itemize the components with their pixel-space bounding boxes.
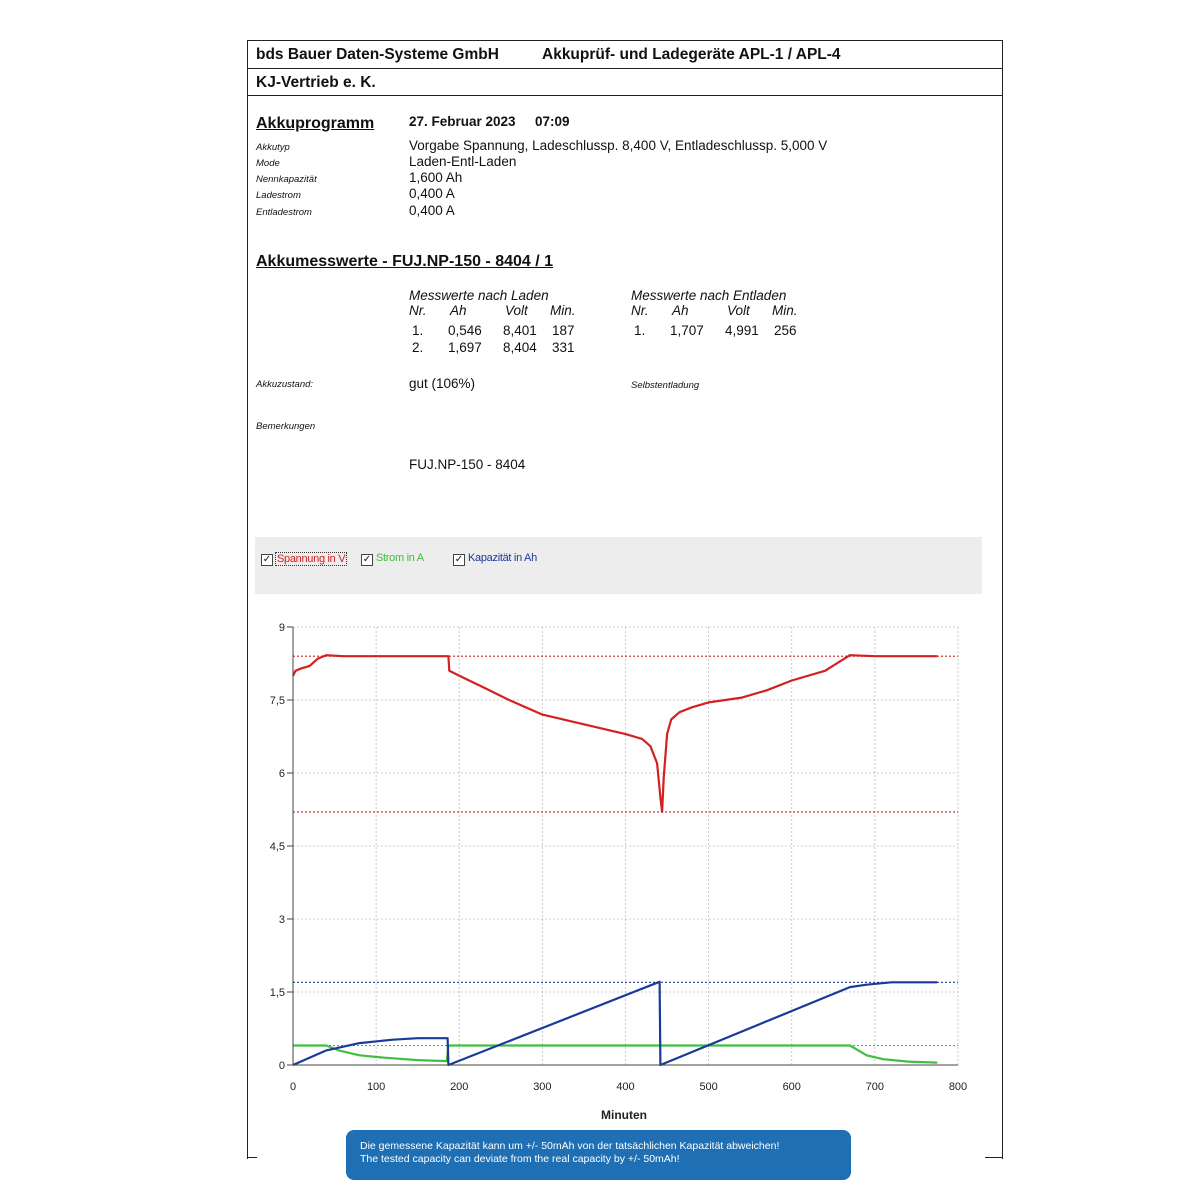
- x-tick-label: 300: [533, 1081, 551, 1093]
- x-axis-label: Minuten: [601, 1108, 647, 1122]
- y-tick-label: 6: [279, 768, 285, 780]
- charge-heading: Messwerte nach Laden: [409, 288, 549, 303]
- x-tick-label: 500: [699, 1081, 717, 1093]
- current-checkbox[interactable]: ✓: [361, 554, 373, 566]
- header-row-2: KJ-Vertrieb e. K.: [248, 69, 1002, 96]
- state-value: gut (106%): [409, 376, 476, 391]
- charge-col-ah: Ah: [450, 303, 467, 318]
- label-akkutyp: Akkutyp: [256, 142, 290, 153]
- voltage-checkbox[interactable]: ✓: [261, 554, 273, 566]
- report-frame: bds Bauer Daten-Systeme GmbH Akkuprüf- u…: [247, 40, 1003, 1159]
- label-ladestrom: Ladestrom: [256, 190, 301, 201]
- dealer-name: KJ-Vertrieb e. K.: [256, 74, 376, 91]
- y-tick-label: 1,5: [270, 987, 285, 999]
- charge-row-1-volt: 8,401: [503, 323, 537, 338]
- charge-row-2-volt: 8,404: [503, 340, 537, 355]
- x-tick-label: 200: [450, 1081, 468, 1093]
- discharge-col-min: Min.: [772, 303, 798, 318]
- series-line-spannung-in-v: [292, 654, 938, 813]
- y-tick-label: 3: [279, 914, 285, 926]
- voltage-legend-label[interactable]: Spannung in V: [275, 552, 348, 566]
- y-tick-label: 7,5: [270, 695, 285, 707]
- charge-row-1-min: 187: [552, 323, 575, 338]
- x-tick-label: 700: [866, 1081, 884, 1093]
- remarks-value: FUJ.NP-150 - 8404: [409, 457, 526, 472]
- self-discharge-label: Selbstentladung: [631, 380, 700, 391]
- x-tick-label: 800: [949, 1081, 967, 1093]
- x-tick-label: 400: [616, 1081, 634, 1093]
- charge-row-1-nr: 1.: [412, 323, 424, 338]
- chart-axes: 0 100 200 300 400 500 600 700 800 0 1,5 3 4,5 6 7,5 9: [270, 622, 967, 1093]
- discharge-row-1-ah: 1,707: [670, 323, 704, 338]
- state-label: Akkuzustand:: [256, 379, 314, 390]
- label-nennkapazitaet: Nennkapazität: [256, 174, 317, 185]
- capacity-checkbox[interactable]: ✓: [453, 554, 465, 566]
- remarks-label: Bemerkungen: [256, 421, 316, 432]
- program-date: 27. Februar 2023: [409, 114, 516, 129]
- battery-chart: 0 100 200 300 400 500 600 700 800 0 1,5 3 4,5 6 7,5 9 M…: [270, 622, 967, 1122]
- discharge-col-ah: Ah: [672, 303, 689, 318]
- program-title: Akkuprogramm: [256, 115, 375, 132]
- charge-col-nr: Nr.: [409, 303, 427, 318]
- charge-row-1-ah: 0,546: [448, 323, 482, 338]
- value-mode: Laden-Entl-Laden: [409, 154, 517, 169]
- current-legend-label[interactable]: Strom in A: [376, 552, 424, 564]
- value-entladestrom: 0,400 A: [409, 203, 455, 218]
- charge-col-min: Min.: [550, 303, 576, 318]
- frame-bottom-left: [247, 1157, 257, 1158]
- discharge-heading: Messwerte nach Entladen: [631, 288, 787, 303]
- discharge-col-volt: Volt: [727, 303, 750, 318]
- product-name: Akkuprüf- und Ladegeräte APL-1 / APL-4: [542, 46, 841, 63]
- header-row-1: bds Bauer Daten-Systeme GmbH Akkuprüf- u…: [248, 41, 1002, 69]
- company-name: bds Bauer Daten-Systeme GmbH: [256, 46, 499, 63]
- label-mode: Mode: [256, 158, 280, 169]
- capacity-legend-label[interactable]: Kapazität in Ah: [468, 552, 537, 564]
- x-tick-label: 600: [783, 1081, 801, 1093]
- chart-legend-bar: ✓ Spannung in V ✓ Strom in A ✓ Kapazität…: [255, 537, 982, 594]
- program-time: 07:09: [535, 114, 570, 129]
- series-line-strom-in-a: [293, 1044, 938, 1064]
- discharge-row-1-min: 256: [774, 323, 797, 338]
- discharge-col-nr: Nr.: [631, 303, 649, 318]
- value-nennkapazitaet: 1,600 Ah: [409, 170, 463, 185]
- x-tick-label: 0: [290, 1081, 296, 1093]
- y-tick-label: 0: [279, 1060, 285, 1072]
- y-tick-label: 4,5: [270, 841, 285, 853]
- chart-series: [292, 654, 938, 1067]
- charge-row-2-nr: 2.: [412, 340, 424, 355]
- label-entladestrom: Entladestrom: [256, 207, 312, 218]
- series-line-kapazität-in-ah: [292, 980, 938, 1067]
- chart-grid: [292, 626, 959, 1066]
- capacity-notice: Die gemessene Kapazität kann um +/- 50mA…: [346, 1130, 851, 1180]
- notice-line-de: Die gemessene Kapazität kann um +/- 50mA…: [360, 1140, 780, 1152]
- charge-col-volt: Volt: [505, 303, 528, 318]
- value-akkutyp: Vorgabe Spannung, Ladeschlussp. 8,400 V,…: [409, 138, 828, 153]
- charge-row-2-ah: 1,697: [448, 340, 482, 355]
- frame-bottom-right: [985, 1157, 1002, 1158]
- discharge-row-1-nr: 1.: [634, 323, 646, 338]
- charge-row-2-min: 331: [552, 340, 575, 355]
- y-tick-label: 9: [279, 622, 285, 634]
- x-tick-label: 100: [367, 1081, 385, 1093]
- value-ladestrom: 0,400 A: [409, 186, 455, 201]
- notice-line-en: The tested capacity can deviate from the…: [360, 1153, 680, 1165]
- discharge-row-1-volt: 4,991: [725, 323, 759, 338]
- measurements-title: Akkumesswerte - FUJ.NP-150 - 8404 / 1: [256, 253, 554, 270]
